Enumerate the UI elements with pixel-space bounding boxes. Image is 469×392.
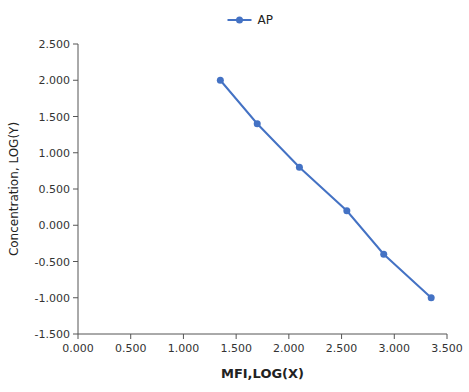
y-tick: [73, 189, 78, 190]
point: [296, 164, 303, 171]
y-tick-label: -1.000: [35, 292, 70, 305]
x-tick: [288, 334, 289, 339]
y-tick: [73, 80, 78, 81]
y-tick-label: -1.500: [35, 328, 70, 341]
y-tick: [73, 44, 78, 45]
x-tick: [394, 334, 395, 339]
x-tick-label: 1.000: [168, 342, 200, 355]
chart: 0.000 0.500 1.000 1.500 2.000 2.500 3.000 3.500…: [0, 0, 469, 392]
axes: 0.000 0.500 1.000 1.500 2.000 2.500 3.000 3.500…: [35, 38, 463, 355]
y-tick-label: 0.000: [39, 219, 71, 232]
x-axis-line: [78, 334, 447, 335]
x-tick: [236, 334, 237, 339]
y-tick: [73, 261, 78, 262]
y-tick: [73, 152, 78, 153]
data: [217, 77, 435, 302]
y-tick: [73, 225, 78, 226]
y-tick: [73, 116, 78, 117]
x-axis-label: MFI,LOG(X): [221, 366, 304, 381]
y-tick: [73, 297, 78, 298]
legend-marker: [236, 17, 243, 24]
y-axis-label: Concentration, LOG(Y): [7, 122, 21, 256]
x-tick-label: 1.500: [220, 342, 252, 355]
y-tick-label: 2.500: [39, 38, 71, 51]
x-tick: [183, 334, 184, 339]
y-tick-label: -0.500: [35, 256, 70, 269]
x-tick-label: 0.000: [62, 342, 94, 355]
x-tick: [78, 334, 79, 339]
point: [343, 207, 350, 214]
x-tick: [341, 334, 342, 339]
legend-label: AP: [258, 13, 273, 27]
line: [220, 80, 431, 298]
point: [428, 294, 435, 301]
x-tick-label: 2.000: [273, 342, 305, 355]
legend: AP: [228, 13, 273, 27]
x-tick-label: 3.500: [431, 342, 463, 355]
x-tick: [447, 334, 448, 339]
point: [254, 120, 261, 127]
x-tick-label: 3.000: [379, 342, 411, 355]
y-tick-label: 0.500: [39, 183, 71, 196]
y-tick: [73, 334, 78, 335]
y-tick-label: 1.000: [39, 147, 71, 160]
y-tick-label: 1.500: [39, 111, 71, 124]
y-tick-label: 2.000: [39, 74, 71, 87]
x-tick-label: 2.500: [326, 342, 358, 355]
x-tick: [130, 334, 131, 339]
point: [380, 251, 387, 258]
point: [217, 77, 224, 84]
x-tick-label: 0.500: [115, 342, 147, 355]
